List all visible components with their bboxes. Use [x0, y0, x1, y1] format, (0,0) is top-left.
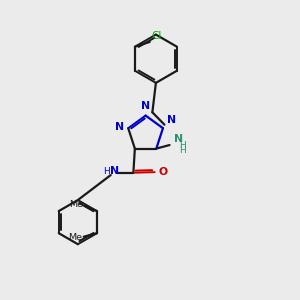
Text: H: H [179, 146, 186, 155]
Text: N: N [167, 115, 176, 125]
Text: N: N [115, 122, 124, 132]
Text: N: N [110, 166, 119, 176]
Text: O: O [159, 167, 168, 177]
Text: N: N [174, 134, 183, 144]
Text: Me: Me [69, 200, 83, 209]
Text: N: N [141, 101, 150, 111]
Text: H: H [179, 141, 186, 150]
Text: Me: Me [68, 233, 82, 242]
Text: H: H [103, 167, 110, 176]
Text: Cl: Cl [151, 31, 161, 41]
